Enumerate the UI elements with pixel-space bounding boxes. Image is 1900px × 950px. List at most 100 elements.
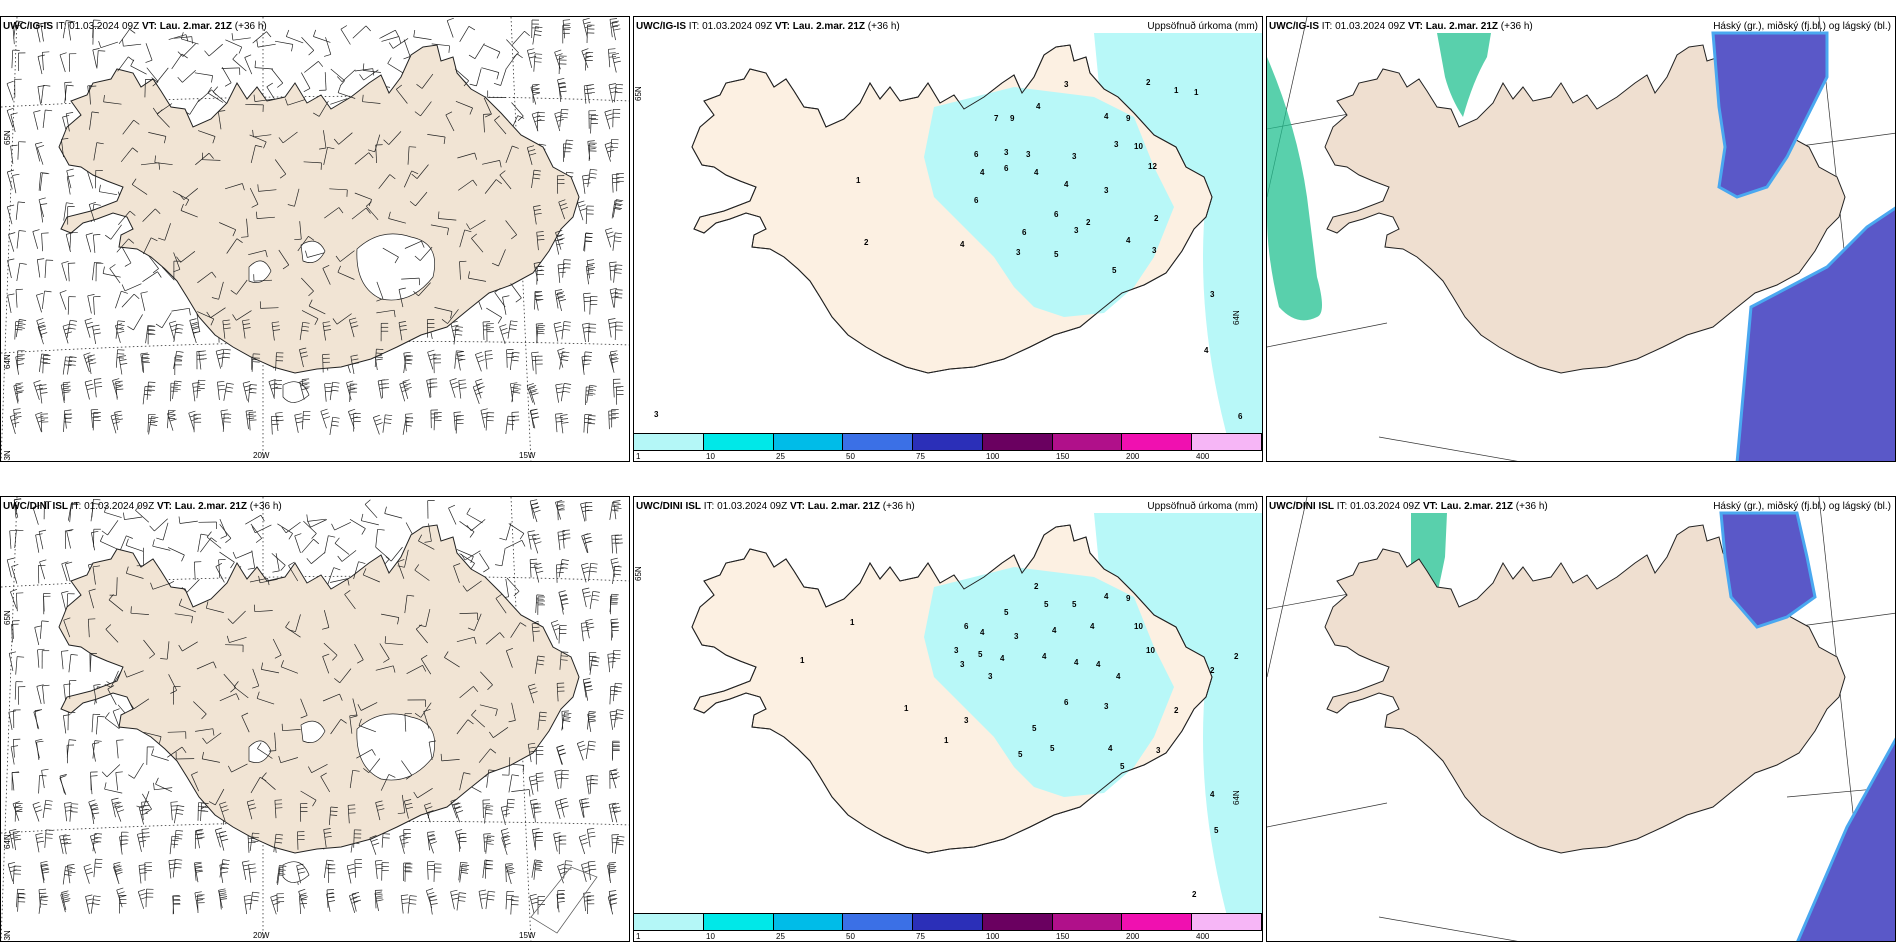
precip-value-label: 1	[850, 618, 855, 627]
panel-title: Háský (gr.), miðský (fj.bl.) og lágský (…	[1713, 501, 1891, 512]
wind-barbs	[8, 19, 624, 435]
legend-label: 100	[986, 932, 1000, 941]
precip-value-label: 4	[980, 168, 985, 177]
model-name: UWC/IG-IS	[3, 21, 53, 32]
precip-value-label: 5	[1018, 750, 1023, 759]
precip-value-label: 3	[964, 716, 969, 725]
precip-value-label: 4	[980, 628, 985, 637]
glacier	[282, 381, 310, 403]
precip-value-label: 4	[1204, 346, 1209, 355]
glacier	[248, 260, 272, 283]
it-label: IT:	[703, 501, 715, 512]
map-panel-cloud-ig-is: UWC/IG-IS IT: 01.03.2024 09Z VT: Lau. 2.…	[1266, 16, 1896, 462]
legend-swatch	[773, 914, 844, 930]
map-panel-wind-dini-isl: UWC/DINI ISL IT: 01.03.2024 09Z VT: Lau.…	[0, 496, 630, 942]
legend-swatch	[1052, 914, 1123, 930]
precip-land-area	[924, 87, 1174, 317]
precip-value-label: 4	[1036, 102, 1041, 111]
vt-value: Lau. 2.mar. 21Z	[159, 21, 233, 32]
precip-value-label: 6	[1238, 412, 1243, 421]
precip-value-label: 4	[1064, 180, 1069, 189]
it-label: IT:	[688, 21, 700, 32]
precip-value-label: 3	[1074, 226, 1079, 235]
legend-swatch	[982, 914, 1053, 930]
legend-swatch	[843, 434, 914, 450]
panel-title: Uppsöfnuð úrkoma (mm)	[1147, 501, 1258, 512]
precip-value-label: 1	[800, 656, 805, 665]
precip-value-label: 4	[1052, 626, 1057, 635]
precip-value-label: 3	[960, 660, 965, 669]
precip-value-label: 3	[1152, 246, 1157, 255]
precip-value-label: 6	[974, 150, 979, 159]
iceland-land	[1324, 44, 1846, 374]
legend-swatch	[634, 434, 704, 450]
precip-value-label: 2	[1146, 78, 1151, 87]
precip-value-label: 4	[1042, 652, 1047, 661]
precip-value-label: 9	[1126, 114, 1131, 123]
precip-value-label: 5	[1050, 744, 1055, 753]
lat-tick-label: 65N	[634, 566, 643, 581]
legend-label: 10	[706, 452, 715, 461]
lead-time: (+36 h)	[882, 501, 915, 512]
precip-value-label: 3	[1104, 702, 1109, 711]
precip-land-area	[924, 567, 1174, 797]
precip-legend: 1 10 25 50 75 100 150 200 400	[634, 433, 1262, 461]
precip-value-label: 12	[1148, 162, 1157, 171]
it-value: 01.03.2024 09Z	[84, 501, 155, 512]
panel-title: Háský (gr.), miðský (fj.bl.) og lágský (…	[1713, 21, 1891, 32]
precip-value-label: 5	[1112, 266, 1117, 275]
legend-label: 200	[1126, 452, 1140, 461]
legend-swatch	[913, 434, 983, 450]
it-label: IT:	[1336, 501, 1348, 512]
legend-label: 400	[1196, 932, 1210, 941]
precip-value-label: 3	[1004, 148, 1009, 157]
vt-label: VT:	[1407, 21, 1423, 32]
vt-value: Lau. 2.mar. 21Z	[1425, 21, 1499, 32]
lat-tick-label: 63N	[3, 450, 12, 462]
lead-time: (+36 h)	[234, 21, 267, 32]
lon-tick-label: 20W	[253, 451, 270, 460]
legend-swatch	[703, 434, 774, 450]
lat-tick-label: 64N	[3, 354, 12, 369]
precip-value-label: 4	[1116, 672, 1121, 681]
precip-value-label: 3	[1114, 140, 1119, 149]
precip-value-label: 2	[1086, 218, 1091, 227]
legend-swatch	[703, 914, 774, 930]
precip-value-label: 1	[1194, 88, 1199, 97]
lat-tick-label: 65N	[3, 130, 12, 145]
it-value: 01.03.2024 09Z	[1335, 21, 1406, 32]
iceland-land	[1324, 524, 1846, 854]
precip-value-label: 5	[1214, 826, 1219, 835]
precip-value-label: 2	[1034, 582, 1039, 591]
precip-value-label: 2	[1210, 666, 1215, 675]
legend-label: 1	[636, 932, 641, 941]
precip-value-label: 2	[1234, 652, 1239, 661]
it-value: 01.03.2024 09Z	[1350, 501, 1421, 512]
precip-value-label: 3	[1014, 632, 1019, 641]
wind-barbs	[7, 498, 622, 915]
legend-swatch	[634, 914, 704, 930]
legend-label: 10	[706, 932, 715, 941]
precip-value-label: 1	[944, 736, 949, 745]
vt-value: Lau. 2.mar. 21Z	[174, 501, 248, 512]
precip-value-label: 3	[1026, 150, 1031, 159]
map-panel-wind-ig-is: UWC/IG-IS IT: 01.03.2024 09Z VT: Lau. 2.…	[0, 16, 630, 462]
precip-value-label: 6	[1022, 228, 1027, 237]
legend-swatch	[1052, 434, 1123, 450]
model-name: UWC/IG-IS	[1269, 21, 1319, 32]
legend-swatch	[1122, 434, 1193, 450]
it-value: 01.03.2024 09Z	[69, 21, 140, 32]
legend-label: 100	[986, 452, 1000, 461]
vt-label: VT:	[1422, 501, 1438, 512]
precip-value-label: 5	[1120, 762, 1125, 771]
legend-label: 150	[1056, 932, 1070, 941]
panel-header: UWC/DINI ISL IT: 01.03.2024 09Z VT: Lau.…	[636, 501, 915, 512]
vt-value: Lau. 2.mar. 21Z	[807, 501, 881, 512]
precip-value-label: 9	[1126, 594, 1131, 603]
precip-value-label: 5	[1044, 600, 1049, 609]
legend-swatch	[1192, 914, 1262, 930]
legend-swatch	[773, 434, 844, 450]
precip-legend: 1 10 25 50 75 100 150 200 400	[634, 913, 1262, 941]
precip-value-label: 1	[904, 704, 909, 713]
precip-value-label: 4	[1034, 168, 1039, 177]
